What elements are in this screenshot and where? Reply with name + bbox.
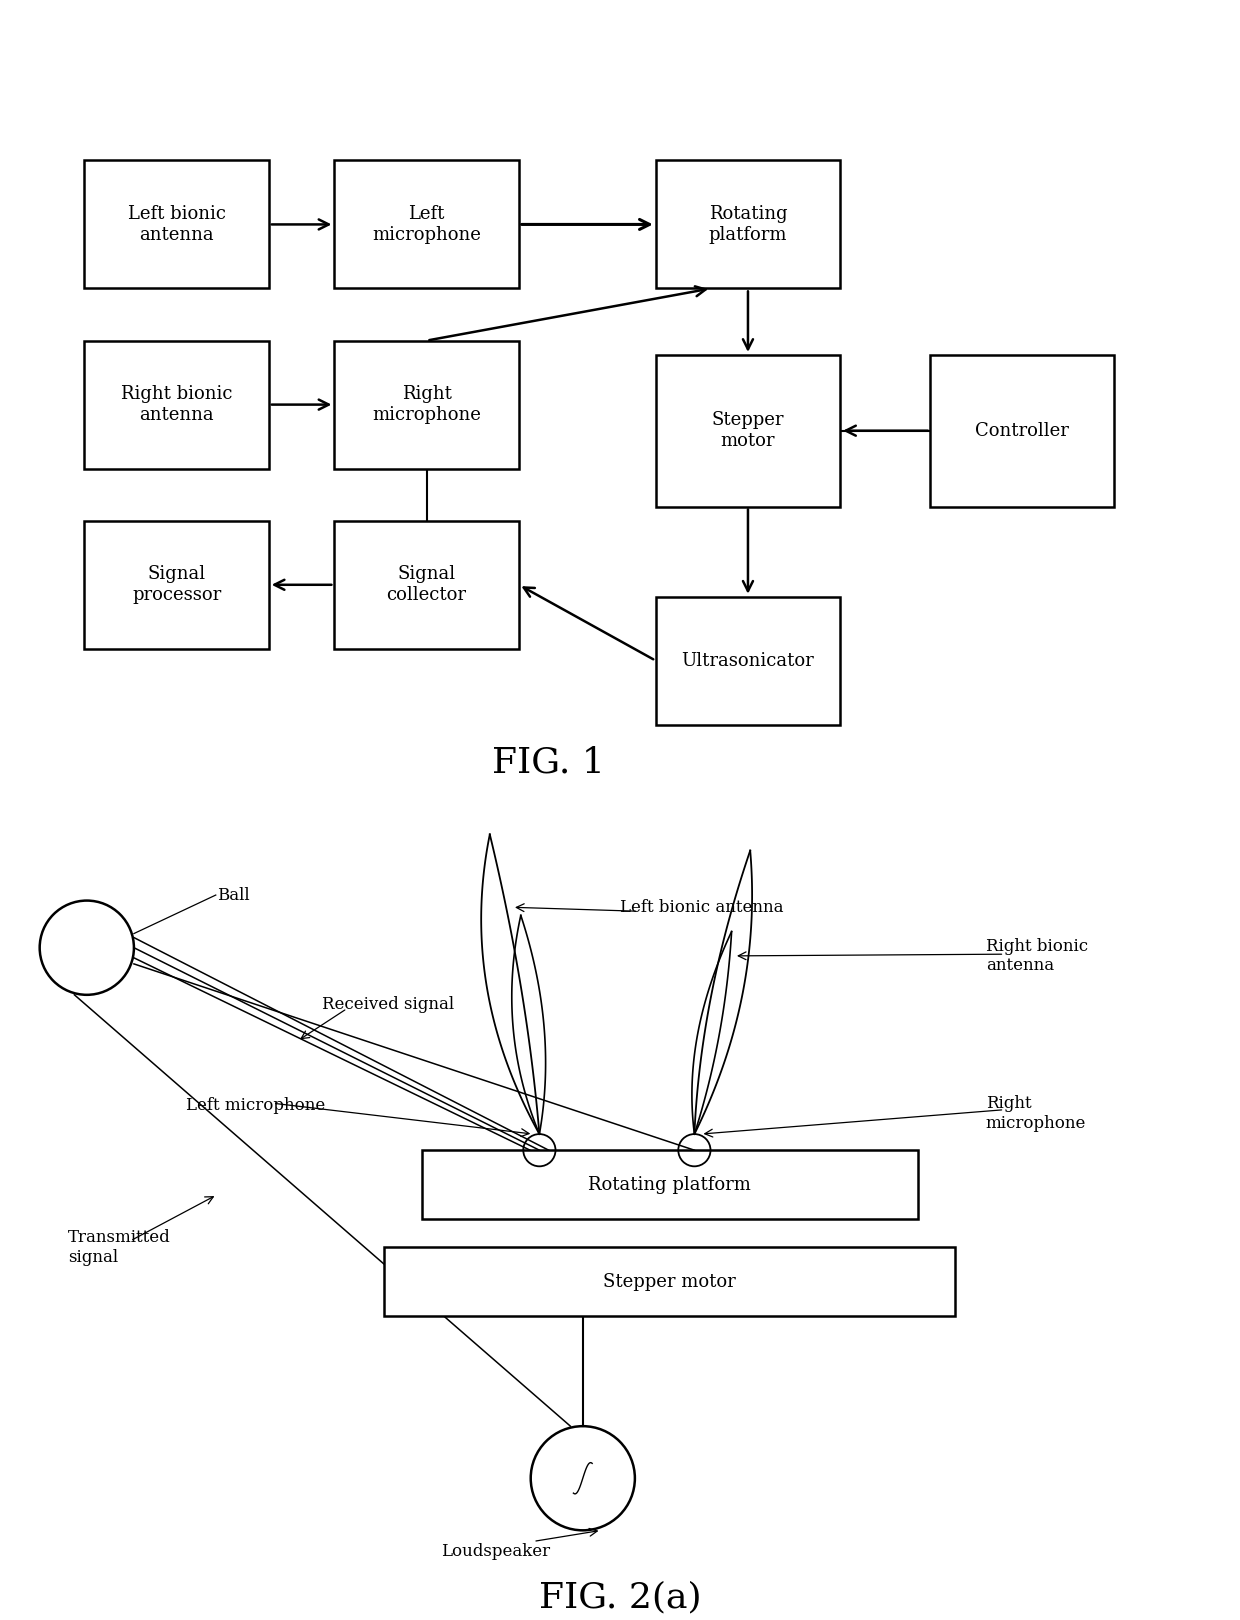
Text: Rotating platform: Rotating platform [588,1176,751,1194]
Text: FIG. 1: FIG. 1 [492,745,605,779]
FancyBboxPatch shape [335,340,518,468]
Text: Right
microphone: Right microphone [372,386,481,424]
Text: Signal
collector: Signal collector [387,565,466,604]
Text: Left bionic antenna: Left bionic antenna [620,899,784,915]
Text: FIG. 2(a): FIG. 2(a) [538,1581,702,1614]
FancyBboxPatch shape [335,520,518,648]
FancyBboxPatch shape [84,520,269,648]
FancyBboxPatch shape [656,355,841,507]
Text: Ball: Ball [217,886,249,904]
FancyBboxPatch shape [384,1247,955,1315]
FancyBboxPatch shape [422,1150,918,1218]
Text: Ultrasonicator: Ultrasonicator [682,651,815,669]
FancyBboxPatch shape [84,340,269,468]
Text: Signal
processor: Signal processor [131,565,221,604]
Text: Stepper motor: Stepper motor [603,1273,737,1291]
Text: Right bionic
antenna: Right bionic antenna [986,938,1087,974]
Text: Right bionic
antenna: Right bionic antenna [120,386,232,424]
Text: Stepper
motor: Stepper motor [712,411,784,450]
Text: Left
microphone: Left microphone [372,206,481,245]
Text: Transmitted
signal: Transmitted signal [68,1230,171,1265]
FancyBboxPatch shape [84,160,269,288]
FancyBboxPatch shape [656,596,841,724]
FancyBboxPatch shape [656,160,841,288]
Text: Left microphone: Left microphone [186,1097,325,1115]
Text: Received signal: Received signal [322,996,455,1012]
Text: Rotating
platform: Rotating platform [708,206,787,245]
FancyBboxPatch shape [930,355,1114,507]
FancyBboxPatch shape [335,160,518,288]
Text: Left bionic
antenna: Left bionic antenna [128,206,226,245]
Text: Controller: Controller [975,421,1069,439]
Text: Right
microphone: Right microphone [986,1095,1086,1132]
Text: Loudspeaker: Loudspeaker [441,1542,551,1560]
